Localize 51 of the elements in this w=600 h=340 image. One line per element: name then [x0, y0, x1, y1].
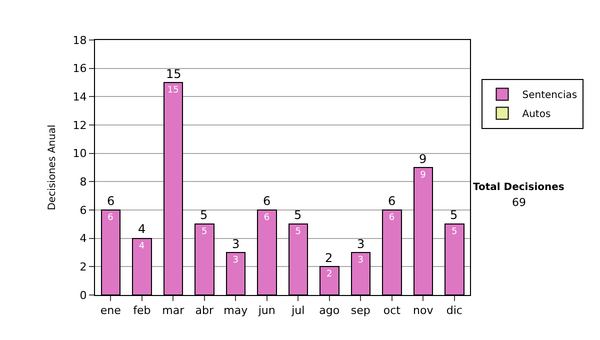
- y-tick-label: 2: [80, 260, 87, 274]
- y-tick-label: 12: [72, 118, 87, 132]
- data-label: 3: [358, 256, 364, 266]
- total-label: 3: [232, 237, 240, 251]
- total-label: 15: [166, 67, 182, 81]
- y-tick-label: 8: [80, 176, 87, 189]
- legend-label: Autos: [522, 109, 551, 120]
- total-label: 5: [294, 208, 302, 222]
- x-tick-label: oct: [383, 304, 402, 318]
- y-tick-label: 4: [80, 232, 87, 246]
- x-tick-label: ago: [319, 304, 340, 318]
- data-label: 2: [326, 270, 332, 280]
- y-tick-label: 6: [80, 204, 87, 217]
- total-label: 6: [263, 194, 271, 208]
- y-tick-label: 18: [72, 34, 87, 47]
- y-tick-label: 0: [80, 288, 87, 302]
- x-tick-label: feb: [133, 304, 151, 318]
- data-label: 5: [202, 227, 208, 238]
- x-tick-label: abr: [195, 304, 214, 318]
- total-label: 5: [450, 208, 458, 222]
- total-label: 3: [357, 237, 365, 251]
- text: 69: [512, 196, 526, 209]
- y-tick-label: 10: [72, 147, 87, 160]
- data-label: 5: [452, 227, 458, 238]
- y-axis-title: Decisiones Anual: [46, 124, 58, 210]
- data-label: 9: [420, 170, 426, 180]
- x-tick-label: sep: [350, 304, 370, 318]
- data-label: 6: [388, 213, 395, 223]
- x-tick-label: ene: [100, 304, 122, 318]
- legend-label: Sentencias: [522, 90, 578, 102]
- x-tick-label: dic: [446, 304, 462, 318]
- data-label: 4: [138, 241, 145, 252]
- data-label: 3: [232, 256, 238, 266]
- x-tick-label: jun: [257, 304, 276, 318]
- total-label: 6: [107, 194, 115, 208]
- x-tick-label: may: [224, 304, 248, 318]
- text: Total Decisiones: [473, 182, 564, 193]
- data-label: 6: [264, 213, 270, 223]
- y-tick-label: 16: [72, 62, 87, 76]
- total-label: 9: [419, 152, 427, 166]
- total-label: 5: [200, 208, 208, 222]
- data-label: 15: [167, 86, 179, 96]
- total-label: 4: [138, 222, 146, 236]
- x-tick-label: jul: [290, 304, 305, 318]
- total-label: 6: [388, 194, 396, 208]
- x-tick-label: mar: [162, 304, 185, 318]
- data-label: 5: [295, 227, 301, 238]
- total-label: 2: [325, 251, 333, 265]
- y-tick-label: 14: [72, 90, 87, 104]
- x-tick-label: nov: [413, 304, 434, 318]
- data-label: 6: [108, 213, 114, 223]
